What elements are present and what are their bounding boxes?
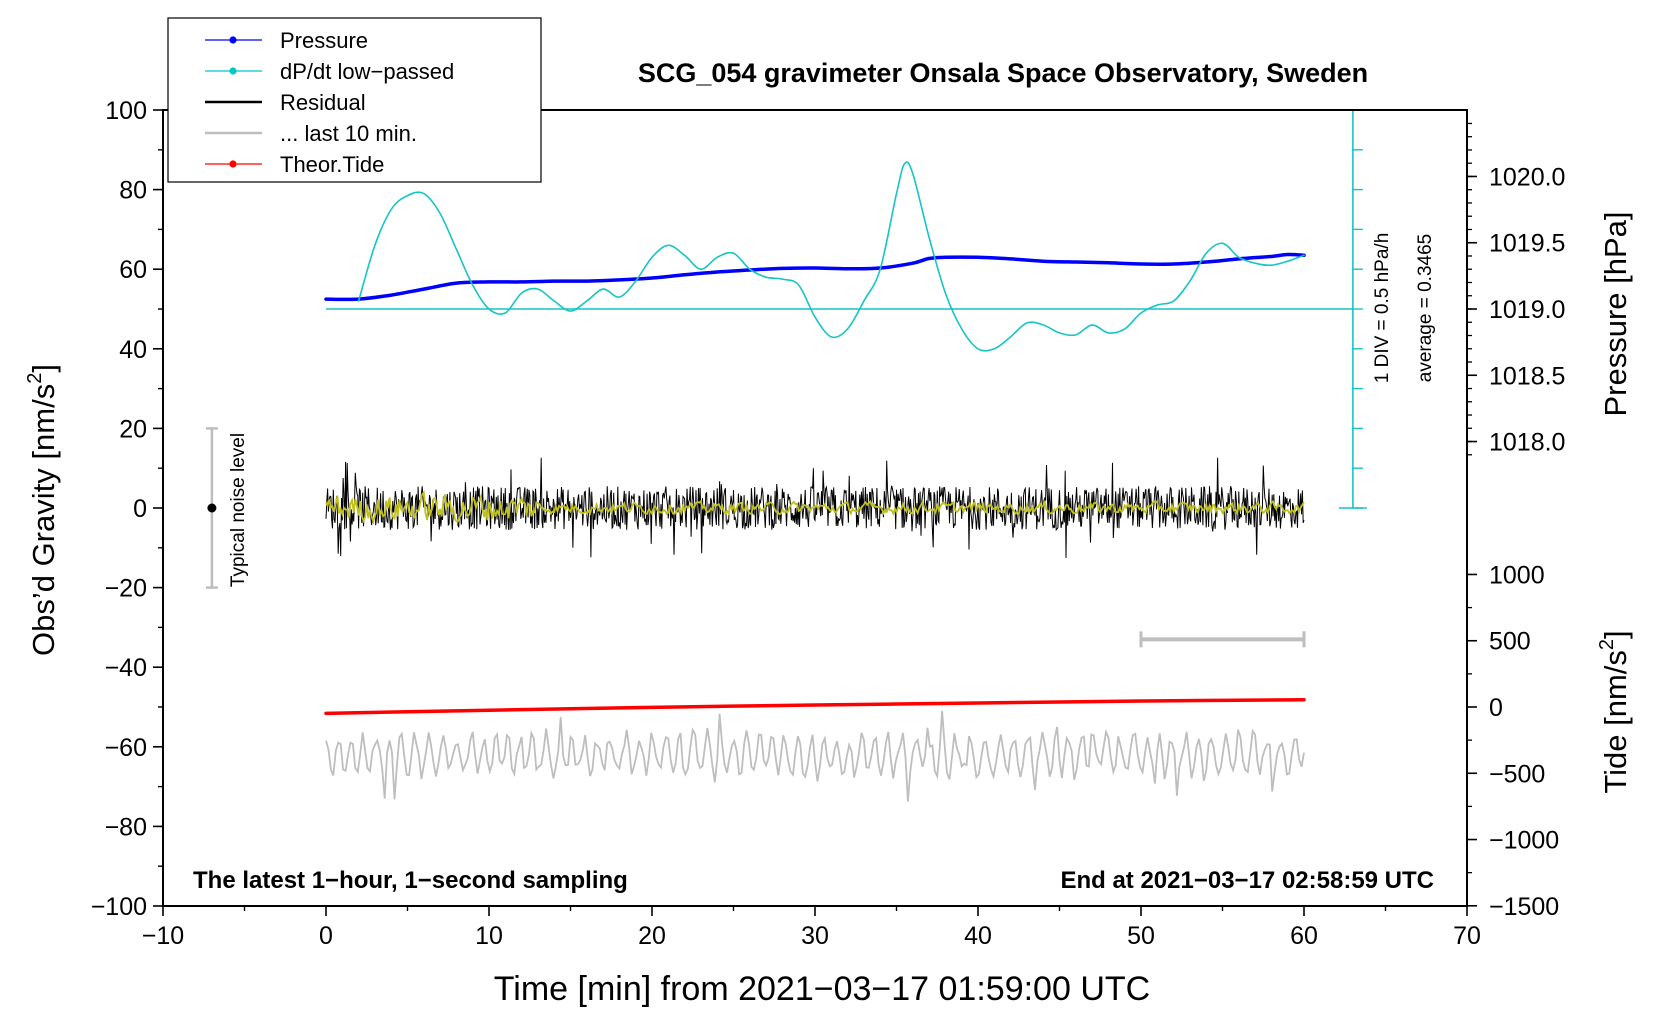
pressure-tick-label: 1019.0 — [1489, 296, 1565, 324]
legend-box — [167, 17, 542, 183]
y-tick-label: −60 — [105, 734, 147, 762]
legend-entry-dpdt-label: dP/dt low−passed — [280, 59, 454, 84]
series-dpdt-low-passed — [357, 161, 1305, 352]
tide-tick-label: −1500 — [1489, 893, 1559, 921]
last-10-min-bar — [1139, 631, 1306, 648]
y-axis-label: Obs’d Gravity [nm/s2] — [24, 364, 61, 656]
x-tick-label: 60 — [1290, 922, 1318, 950]
legend-entry-theor-tide-label: Theor.Tide — [280, 152, 384, 177]
pressure-axis-label: Pressure [hPa] — [1598, 211, 1633, 416]
series-theor-tide — [324, 698, 1306, 716]
tide-axis-label-end: ] — [1598, 630, 1633, 639]
noise-level-bar — [205, 427, 218, 589]
noise-bar-center-dot — [207, 503, 217, 513]
tide-tick-label: 500 — [1489, 628, 1531, 656]
legend-entry-pressure-label: Pressure — [280, 28, 368, 53]
end-time-annotation: End at 2021−03−17 02:58:59 UTC — [1060, 867, 1434, 894]
tide-axis-label: Tide [nm/s2] — [1596, 630, 1633, 793]
y-tick-label: 60 — [119, 256, 147, 284]
pressure-tick-label: 1019.5 — [1489, 230, 1565, 258]
legend-entry-pressure-marker — [229, 36, 237, 44]
series-residual-smoothed — [325, 490, 1305, 526]
x-tick-label: 50 — [1127, 922, 1155, 950]
x-tick-label: 30 — [801, 922, 829, 950]
y-tick-label: −100 — [91, 893, 147, 921]
legend: Pressure dP/dt low−passed Residual ... last… — [167, 17, 542, 183]
pressure-tick-label: 1020.0 — [1489, 163, 1565, 191]
tide-tick-label: 1000 — [1489, 561, 1545, 589]
chart-title: SCG_054 gravimeter Onsala Space Observat… — [638, 58, 1368, 88]
legend-entry-dpdt-marker — [229, 67, 237, 75]
legend-entry-last-10-min-label: ... last 10 min. — [280, 121, 417, 146]
y-tick-label: 0 — [133, 495, 147, 523]
legend-entry-residual-label: Residual — [280, 90, 366, 115]
y-tick-label: 40 — [119, 336, 147, 364]
x-tick-label: 0 — [319, 922, 333, 950]
y-tick-label: 80 — [119, 177, 147, 205]
x-tick-label: 20 — [638, 922, 666, 950]
tide-axis-label-sup: 2 — [1596, 639, 1618, 650]
x-tick-label: 70 — [1453, 922, 1481, 950]
series-pressure — [324, 252, 1306, 302]
x-tick-label: 40 — [964, 922, 992, 950]
noise-level-label: Typical noise level — [228, 433, 249, 587]
pressure-tick-label: 1018.5 — [1489, 362, 1565, 390]
tide-tick-label: −500 — [1489, 760, 1545, 788]
series-last-10-min — [325, 710, 1305, 802]
y-axis-label-end: ] — [26, 364, 61, 373]
tide-tick-label: 0 — [1489, 694, 1503, 722]
y-tick-label: −80 — [105, 813, 147, 841]
y-axis-label-text: Obs’d Gravity [nm/s — [26, 384, 61, 656]
div-label: 1 DIV = 0.5 hPa/h — [1372, 233, 1393, 384]
tide-axis-label-text: Tide [nm/s — [1598, 650, 1633, 794]
y-tick-label: −20 — [105, 575, 147, 603]
x-tick-label: −10 — [142, 922, 184, 950]
y-tick-label: −40 — [105, 654, 147, 682]
series-group — [324, 161, 1306, 802]
legend-entry-theor-tide-marker — [229, 160, 237, 168]
sampling-annotation: The latest 1−hour, 1−second sampling — [193, 867, 628, 894]
average-label: average = 0.3465 — [1415, 234, 1436, 382]
tide-tick-label: −1000 — [1489, 827, 1559, 855]
axes-group: −10 0 10 20 30 40 50 60 70−100−80−60−40−20020406… — [91, 97, 1566, 950]
y-tick-label: 100 — [105, 97, 147, 125]
legend-entries: Pressure dP/dt low−passed Residual ... last… — [205, 28, 454, 177]
pressure-tick-label: 1018.0 — [1489, 429, 1565, 457]
y-tick-label: 20 — [119, 415, 147, 443]
y-axis-label-sup: 2 — [24, 373, 46, 384]
x-axis-label: Time [min] from 2021−03−17 01:59:00 UTC — [494, 970, 1150, 1008]
series-residual — [325, 457, 1305, 559]
x-tick-label: 10 — [475, 922, 503, 950]
